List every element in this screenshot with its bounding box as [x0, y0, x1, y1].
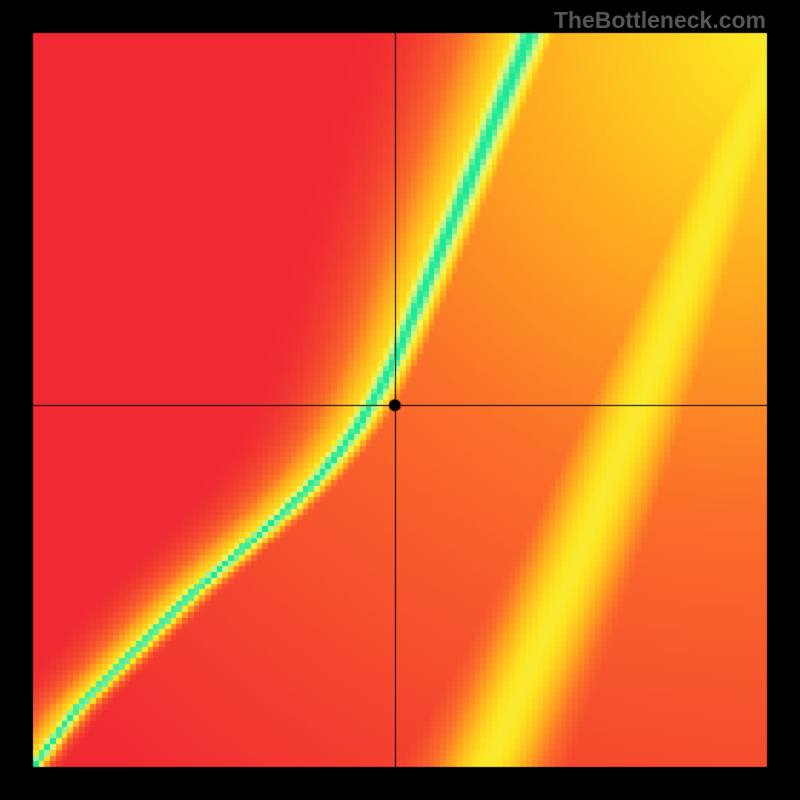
chart-stage: TheBottleneck.com: [0, 0, 800, 800]
heatmap-canvas: [0, 0, 800, 800]
